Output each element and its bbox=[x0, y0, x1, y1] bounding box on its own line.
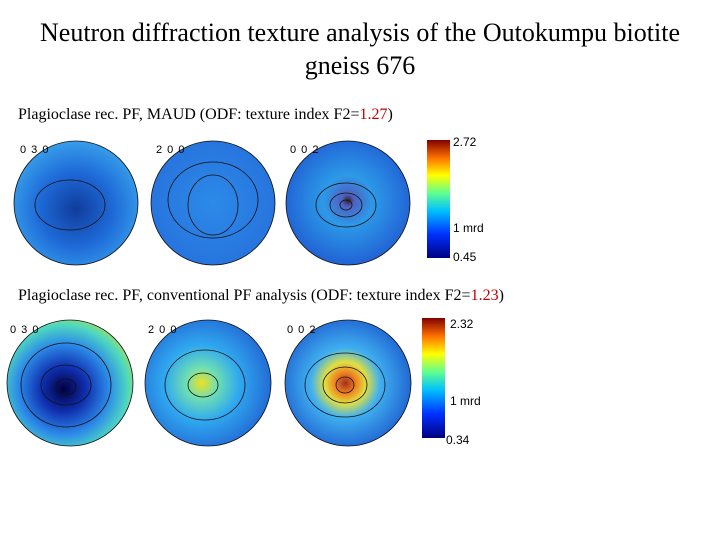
pf-label: 2 0 0 bbox=[156, 144, 186, 156]
pole-figure bbox=[144, 319, 272, 447]
caption-text: ) bbox=[498, 287, 504, 304]
colorbar-max: 2.32 bbox=[450, 317, 474, 331]
caption-text: Plagioclase rec. PF, conventional PF ana… bbox=[18, 287, 471, 304]
pf-label: 0 0 2 bbox=[290, 144, 320, 156]
pf-label: 2 0 0 bbox=[148, 324, 178, 336]
pole-figure bbox=[13, 140, 139, 266]
pf-label: 0 0 2 bbox=[287, 324, 317, 336]
colorbar-min: 0.45 bbox=[453, 250, 477, 264]
pf-label: 0 3 0 bbox=[10, 324, 40, 336]
pole-figure bbox=[150, 140, 276, 266]
colorbar bbox=[422, 318, 445, 438]
texture-index: 1.23 bbox=[470, 287, 499, 304]
caption-text: Plagioclase rec. PF, MAUD (ODF: texture … bbox=[18, 106, 360, 123]
colorbar bbox=[427, 140, 450, 258]
texture-index: 1.27 bbox=[359, 106, 388, 123]
pole-figure bbox=[285, 140, 411, 266]
caption-text: ) bbox=[387, 106, 393, 123]
caption: Plagioclase rec. PF, conventional PF ana… bbox=[18, 287, 504, 305]
pole-figure bbox=[284, 319, 412, 447]
pf-label: 0 3 0 bbox=[20, 144, 50, 156]
caption: Plagioclase rec. PF, MAUD (ODF: texture … bbox=[18, 106, 393, 124]
colorbar-mid: 1 mrd bbox=[450, 394, 481, 408]
colorbar-mid: 1 mrd bbox=[453, 221, 484, 235]
title: Neutron diffraction texture analysis of … bbox=[40, 18, 680, 80]
colorbar-min: 0.34 bbox=[446, 433, 470, 447]
colorbar-max: 2.72 bbox=[453, 135, 477, 149]
